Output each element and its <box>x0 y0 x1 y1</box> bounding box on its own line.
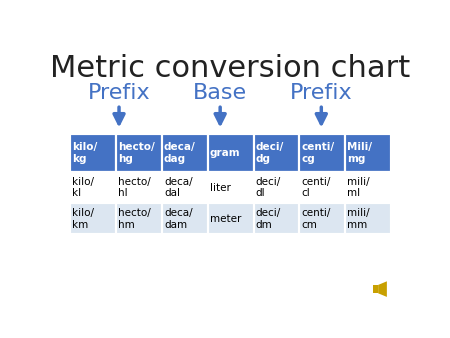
Text: deci/
dg: deci/ dg <box>256 142 284 164</box>
Text: kilo/
kg: kilo/ kg <box>72 142 98 164</box>
FancyBboxPatch shape <box>162 172 208 203</box>
Text: meter: meter <box>210 214 241 224</box>
FancyBboxPatch shape <box>373 285 378 293</box>
FancyBboxPatch shape <box>253 172 299 203</box>
FancyBboxPatch shape <box>70 134 116 172</box>
FancyBboxPatch shape <box>345 134 391 172</box>
Text: deca/
dam: deca/ dam <box>164 208 193 230</box>
FancyBboxPatch shape <box>70 172 116 203</box>
Text: Base: Base <box>193 82 247 103</box>
Text: deca/
dag: deca/ dag <box>164 142 196 164</box>
FancyBboxPatch shape <box>345 172 391 203</box>
FancyBboxPatch shape <box>208 203 253 235</box>
FancyBboxPatch shape <box>299 134 345 172</box>
FancyBboxPatch shape <box>208 172 253 203</box>
Text: kilo/
km: kilo/ km <box>72 208 94 230</box>
Text: Mili/
mg: Mili/ mg <box>347 142 372 164</box>
FancyBboxPatch shape <box>253 203 299 235</box>
Text: liter: liter <box>210 183 231 193</box>
Polygon shape <box>378 281 387 297</box>
Text: hecto/
hl: hecto/ hl <box>118 177 151 198</box>
Text: Metric conversion chart: Metric conversion chart <box>50 54 411 82</box>
FancyBboxPatch shape <box>70 203 116 235</box>
Text: gram: gram <box>210 148 240 158</box>
FancyBboxPatch shape <box>299 172 345 203</box>
Text: hecto/
hm: hecto/ hm <box>118 208 151 230</box>
Text: centi/
cg: centi/ cg <box>302 142 335 164</box>
Text: mili/
ml: mili/ ml <box>347 177 370 198</box>
Text: Prefix: Prefix <box>88 82 150 103</box>
FancyBboxPatch shape <box>253 134 299 172</box>
FancyBboxPatch shape <box>116 172 162 203</box>
Text: centi/
cl: centi/ cl <box>302 177 331 198</box>
Text: mili/
mm: mili/ mm <box>347 208 370 230</box>
Text: deci/
dm: deci/ dm <box>256 208 281 230</box>
FancyBboxPatch shape <box>116 203 162 235</box>
Text: Prefix: Prefix <box>290 82 353 103</box>
Text: deca/
dal: deca/ dal <box>164 177 193 198</box>
FancyBboxPatch shape <box>116 134 162 172</box>
FancyBboxPatch shape <box>299 203 345 235</box>
Text: centi/
cm: centi/ cm <box>302 208 331 230</box>
FancyBboxPatch shape <box>162 203 208 235</box>
Text: hecto/
hg: hecto/ hg <box>118 142 155 164</box>
FancyBboxPatch shape <box>345 203 391 235</box>
FancyBboxPatch shape <box>208 134 253 172</box>
FancyBboxPatch shape <box>162 134 208 172</box>
Text: deci/
dl: deci/ dl <box>256 177 281 198</box>
Text: kilo/
kl: kilo/ kl <box>72 177 94 198</box>
